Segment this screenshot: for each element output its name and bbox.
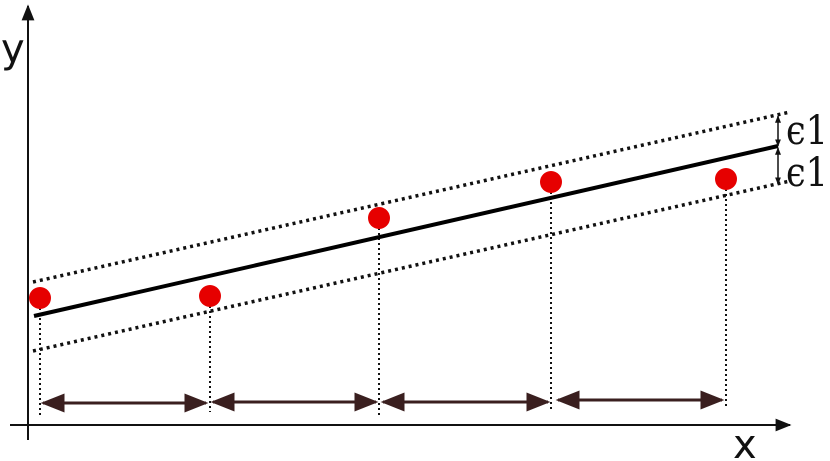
y-axis-label: y xyxy=(1,26,25,72)
data-point xyxy=(29,287,51,309)
data-point xyxy=(199,285,221,307)
interval-arrows xyxy=(40,390,725,413)
upper-margin-line xyxy=(32,110,791,284)
data-points xyxy=(29,168,737,309)
lower-margin-line xyxy=(32,179,791,353)
projection-lines xyxy=(39,179,727,418)
data-point xyxy=(715,168,737,190)
x-axis-label: x xyxy=(733,422,757,461)
epsilon-lower-label: ϵ1 xyxy=(786,150,828,196)
data-point xyxy=(368,207,390,229)
regression-line xyxy=(33,144,779,318)
data-point xyxy=(540,171,562,193)
epsilon-upper-label: ϵ1 xyxy=(786,108,828,154)
